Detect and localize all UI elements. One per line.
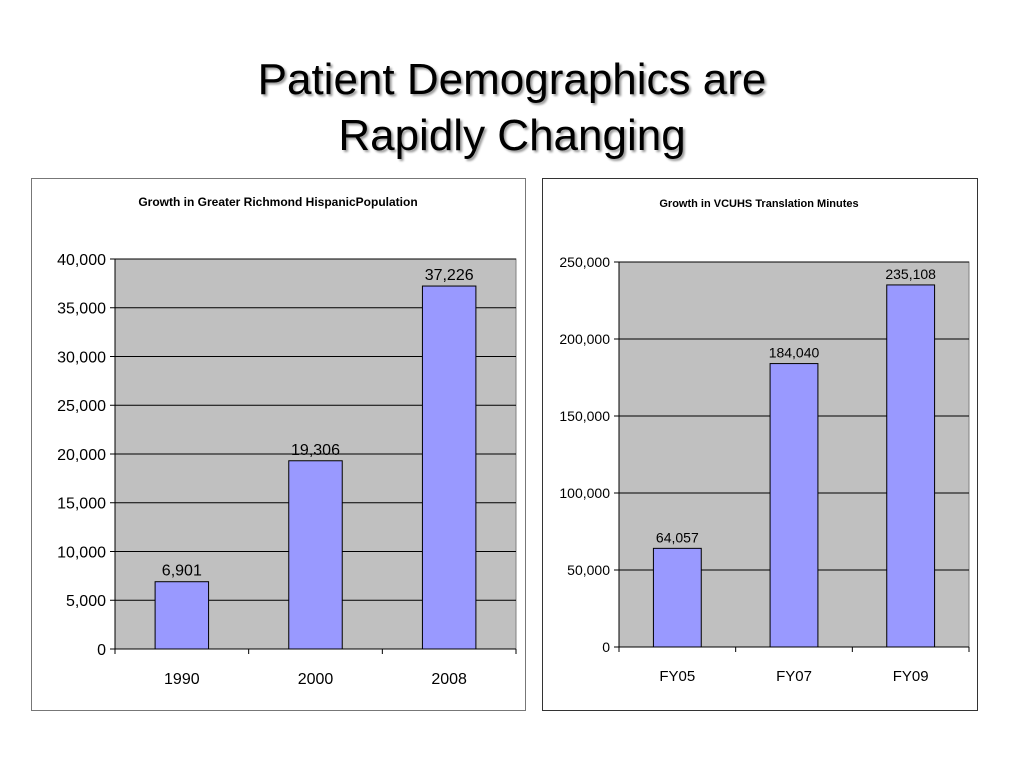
chart2-bar: [652, 547, 702, 648]
slide-title-line-1: Patient Demographics are: [257, 55, 767, 104]
chart2-category-label: FY09: [893, 668, 929, 685]
chart1-y-tick-label: 35,000: [57, 301, 106, 318]
chart1-title: Growth in Greater Richmond HispanicPopul…: [138, 195, 417, 209]
chart1-bar: [421, 285, 477, 650]
chart1-category-label: 2008: [431, 671, 467, 688]
chart2-value-label: 184,040: [769, 345, 820, 361]
chart1-y-tick-label: 10,000: [57, 544, 106, 561]
chart2-y-tick-label: 250,000: [559, 254, 610, 270]
chart1-category-label: 1990: [164, 671, 200, 688]
chart2-bar: [886, 284, 936, 648]
translation-minutes-chart: Growth in VCUHS Translation Minutes 0 50,0…: [542, 178, 978, 711]
chart2-y-tick-label: 200,000: [559, 331, 610, 347]
chart2-bar: [769, 363, 819, 648]
chart1-value-label: 6,901: [162, 563, 202, 580]
slide-title: Patient Demographics are Rapidly Changin…: [0, 52, 1024, 164]
chart1-value-label: 37,226: [425, 267, 474, 284]
chart2-category-label: FY05: [659, 668, 695, 685]
chart2-category-label: FY07: [776, 668, 812, 685]
chart2-y-tick-label: 50,000: [567, 562, 610, 578]
chart1-value-label: 19,306: [291, 442, 340, 459]
chart1-y-tick-label: 15,000: [57, 496, 106, 513]
hispanic-population-chart: Growth in Greater Richmond HispanicPopul…: [31, 178, 526, 711]
chart2-title: Growth in VCUHS Translation Minutes: [659, 198, 858, 210]
chart2-value-label: 235,108: [885, 266, 936, 282]
chart1-y-tick-label: 40,000: [57, 252, 106, 269]
chart2-y-tick-label: 0: [602, 639, 610, 655]
chart1-y-tick-label: 20,000: [57, 447, 106, 464]
translation-minutes-chart-svg: Growth in VCUHS Translation Minutes 0 50,0…: [559, 198, 970, 685]
chart2-y-tick-label: 150,000: [559, 408, 610, 424]
chart1-y-tick-label: 5,000: [66, 593, 106, 610]
chart2-y-tick-label: 100,000: [559, 485, 610, 501]
hispanic-population-chart-svg: Growth in Greater Richmond HispanicPopul…: [57, 195, 517, 688]
chart2-value-label: 64,057: [656, 529, 699, 545]
chart1-y-tick-label: 25,000: [57, 398, 106, 415]
chart1-y-tick-label: 0: [97, 642, 106, 659]
chart1-bar: [288, 460, 343, 650]
chart1-y-tick-label: 30,000: [57, 349, 106, 366]
chart1-bar: [154, 581, 210, 650]
chart1-category-label: 2000: [298, 671, 334, 688]
slide-title-line-2: Rapidly Changing: [338, 111, 686, 160]
